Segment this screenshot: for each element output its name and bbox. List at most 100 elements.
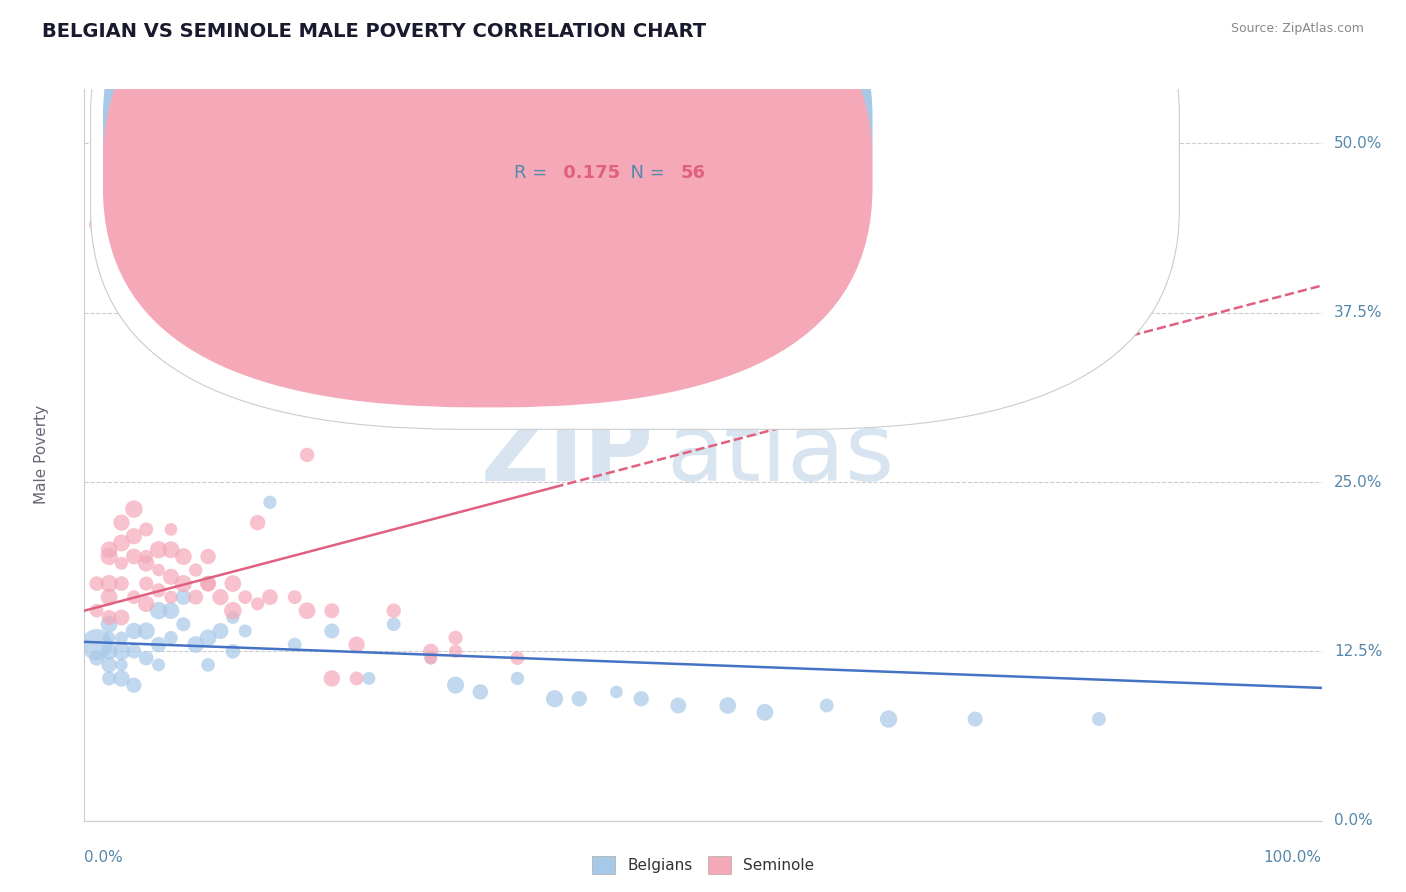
Point xyxy=(506,651,529,665)
Point xyxy=(98,610,121,624)
Point xyxy=(122,678,145,692)
Point xyxy=(444,678,467,692)
Point xyxy=(284,638,307,652)
Point xyxy=(815,698,838,713)
Point xyxy=(135,597,157,611)
Point xyxy=(444,644,467,658)
Point xyxy=(110,610,132,624)
Point xyxy=(568,691,591,706)
Point xyxy=(110,644,132,658)
Text: Male Poverty: Male Poverty xyxy=(34,405,49,505)
Text: 0.0%: 0.0% xyxy=(84,850,124,865)
Text: N =: N = xyxy=(619,164,671,182)
Point xyxy=(717,698,740,713)
Point xyxy=(233,590,256,604)
Point xyxy=(259,495,281,509)
Point xyxy=(184,563,207,577)
Text: Source: ZipAtlas.com: Source: ZipAtlas.com xyxy=(1230,22,1364,36)
Text: 50: 50 xyxy=(681,120,706,138)
Text: 12.5%: 12.5% xyxy=(1334,644,1382,659)
Point xyxy=(444,631,467,645)
Point xyxy=(382,617,405,632)
Point xyxy=(98,590,121,604)
Point xyxy=(98,672,121,686)
Legend: Belgians, Seminole: Belgians, Seminole xyxy=(586,850,820,880)
Point xyxy=(135,549,157,564)
Point xyxy=(172,590,194,604)
Text: 25.0%: 25.0% xyxy=(1334,475,1382,490)
Text: atlas: atlas xyxy=(666,409,894,501)
Point xyxy=(197,549,219,564)
Point xyxy=(148,583,170,598)
Text: 0.0%: 0.0% xyxy=(1334,814,1372,828)
Point xyxy=(877,712,900,726)
Point xyxy=(172,617,194,632)
Point xyxy=(605,685,627,699)
Point xyxy=(160,542,183,557)
Text: 0.175: 0.175 xyxy=(557,164,620,182)
Point xyxy=(135,556,157,570)
FancyBboxPatch shape xyxy=(90,0,1180,429)
Point xyxy=(197,631,219,645)
Point xyxy=(122,529,145,543)
Point xyxy=(148,638,170,652)
Point xyxy=(419,644,441,658)
Point xyxy=(197,576,219,591)
Point xyxy=(419,651,441,665)
Text: ZIP: ZIP xyxy=(481,409,654,501)
Text: 100.0%: 100.0% xyxy=(1264,850,1322,865)
Text: N =: N = xyxy=(619,120,671,138)
Point xyxy=(321,624,343,638)
Point xyxy=(122,590,145,604)
Point xyxy=(160,631,183,645)
Point xyxy=(98,549,121,564)
Text: R =: R = xyxy=(513,164,553,182)
Point xyxy=(122,624,145,638)
Point xyxy=(110,556,132,570)
Point xyxy=(630,691,652,706)
Point xyxy=(197,576,219,591)
Point xyxy=(321,604,343,618)
Text: 37.5%: 37.5% xyxy=(1334,305,1382,320)
Text: 50.0%: 50.0% xyxy=(1334,136,1382,151)
Point xyxy=(110,576,132,591)
Point xyxy=(346,672,368,686)
Point xyxy=(357,672,380,686)
Point xyxy=(246,597,269,611)
Point xyxy=(122,644,145,658)
Point xyxy=(295,448,318,462)
Point xyxy=(172,576,194,591)
Point xyxy=(160,590,183,604)
Point xyxy=(110,536,132,550)
Point xyxy=(222,610,245,624)
Point xyxy=(1088,712,1111,726)
Point xyxy=(382,604,405,618)
Text: BELGIAN VS SEMINOLE MALE POVERTY CORRELATION CHART: BELGIAN VS SEMINOLE MALE POVERTY CORRELA… xyxy=(42,22,706,41)
Point xyxy=(184,590,207,604)
Point xyxy=(160,570,183,584)
Point xyxy=(209,590,232,604)
Point xyxy=(222,604,245,618)
Point xyxy=(110,631,132,645)
Point xyxy=(321,672,343,686)
Point xyxy=(259,590,281,604)
Point xyxy=(135,624,157,638)
Point xyxy=(86,638,108,652)
Point xyxy=(148,657,170,672)
Point xyxy=(543,691,565,706)
Point xyxy=(222,644,245,658)
Point xyxy=(506,672,529,686)
Point xyxy=(246,516,269,530)
Point xyxy=(148,604,170,618)
Point xyxy=(754,706,776,720)
Point xyxy=(666,698,689,713)
Text: R =: R = xyxy=(513,120,553,138)
Point xyxy=(148,563,170,577)
Point xyxy=(148,542,170,557)
Point xyxy=(86,576,108,591)
Point xyxy=(160,604,183,618)
Point xyxy=(233,624,256,638)
Point xyxy=(98,617,121,632)
Point xyxy=(98,631,121,645)
Point xyxy=(110,516,132,530)
